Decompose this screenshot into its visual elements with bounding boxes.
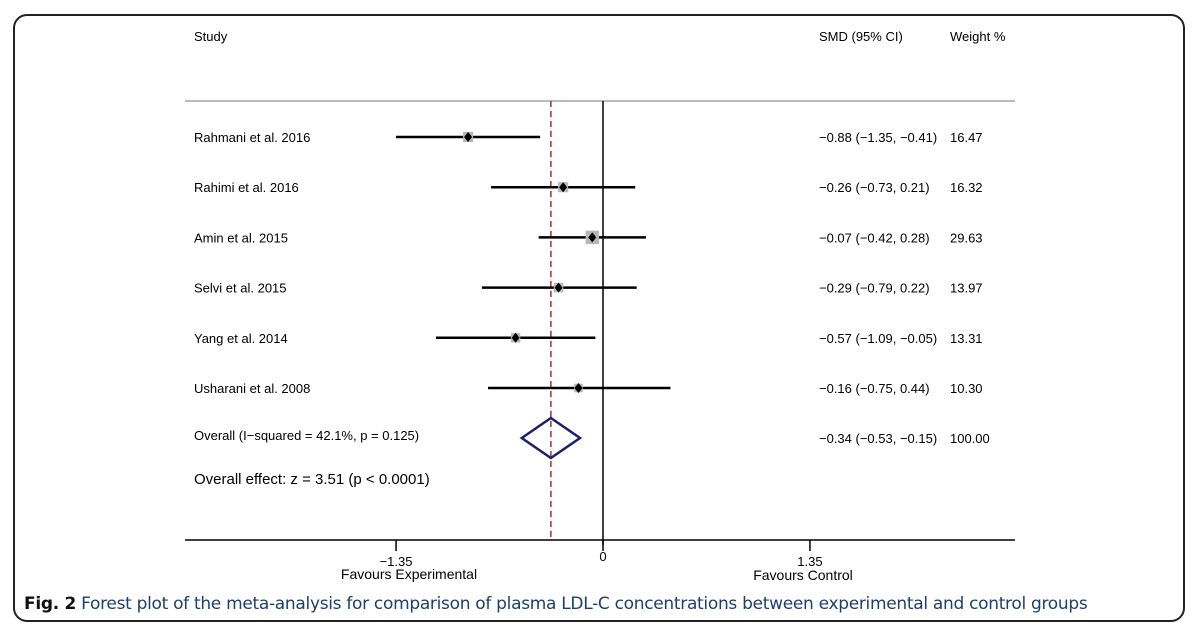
x-tick-label: 0 bbox=[599, 549, 606, 564]
figure-caption: Fig. 2 Forest plot of the meta-analysis … bbox=[24, 594, 1088, 614]
study-ci: −0.16 (−0.75, 0.44) bbox=[819, 381, 930, 396]
overall-effect-text: Overall effect: z = 3.51 (p < 0.0001) bbox=[194, 471, 430, 488]
study-ci: −0.26 (−0.73, 0.21) bbox=[819, 180, 930, 195]
study-weight: 10.30 bbox=[950, 381, 983, 396]
header-study: Study bbox=[194, 29, 228, 44]
point-estimate bbox=[511, 332, 520, 343]
overall-label: Overall (I−squared = 42.1%, p = 0.125) bbox=[194, 428, 419, 443]
study-label: Amin et al. 2015 bbox=[194, 230, 288, 245]
x-tick-label: −1.35 bbox=[380, 554, 413, 569]
caption-text: Forest plot of the meta-analysis for com… bbox=[76, 594, 1088, 614]
study-ci: −0.07 (−0.42, 0.28) bbox=[819, 230, 930, 245]
study-label: Rahmani et al. 2016 bbox=[194, 130, 310, 145]
x-label-left: Favours Experimental bbox=[341, 566, 477, 582]
point-estimate bbox=[559, 182, 568, 193]
overall-ci: −0.34 (−0.53, −0.15) bbox=[819, 431, 937, 446]
overall-diamond bbox=[519, 416, 583, 460]
point-estimate bbox=[554, 282, 563, 293]
study-weight: 29.63 bbox=[950, 230, 983, 245]
header-smd: SMD (95% CI) bbox=[819, 29, 903, 44]
study-weight: 13.31 bbox=[950, 331, 983, 346]
study-label: Selvi et al. 2015 bbox=[194, 281, 287, 296]
study-label: Usharani et al. 2008 bbox=[194, 381, 310, 396]
x-label-right: Favours Control bbox=[753, 567, 853, 583]
study-ci: −0.88 (−1.35, −0.41) bbox=[819, 130, 937, 145]
study-label: Yang et al. 2014 bbox=[194, 331, 288, 346]
study-label: Rahimi et al. 2016 bbox=[194, 180, 299, 195]
figure-number: Fig. 2 bbox=[24, 594, 77, 614]
study-ci: −0.29 (−0.79, 0.22) bbox=[819, 281, 930, 296]
point-estimate bbox=[588, 232, 597, 243]
study-weight: 16.32 bbox=[950, 180, 983, 195]
study-weight: 13.97 bbox=[950, 281, 983, 296]
study-ci: −0.57 (−1.09, −0.05) bbox=[819, 331, 937, 346]
x-tick-label: 1.35 bbox=[797, 554, 822, 569]
figure-frame bbox=[13, 14, 1185, 622]
point-estimate bbox=[464, 132, 473, 142]
point-estimate bbox=[574, 383, 583, 393]
study-weight: 16.47 bbox=[950, 130, 983, 145]
overall-weight: 100.00 bbox=[950, 431, 990, 446]
header-weight: Weight % bbox=[950, 29, 1006, 44]
